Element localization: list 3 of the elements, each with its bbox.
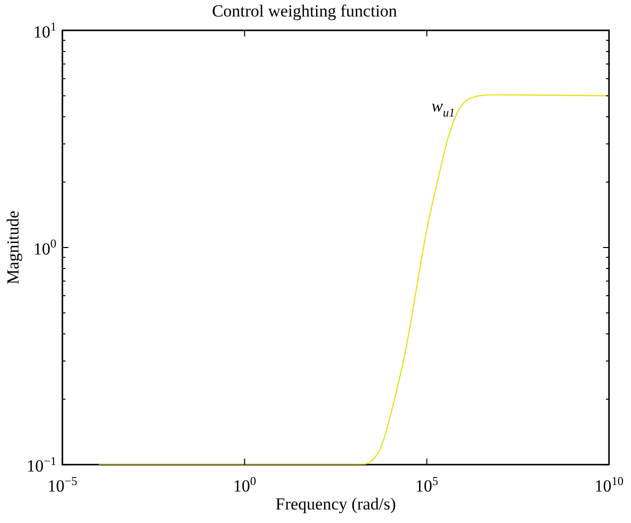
y-axis-title: Magnitude (4, 210, 23, 284)
chart-title: Control weighting function (212, 2, 398, 21)
x-axis-title: Frequency (rad/s) (276, 494, 396, 514)
